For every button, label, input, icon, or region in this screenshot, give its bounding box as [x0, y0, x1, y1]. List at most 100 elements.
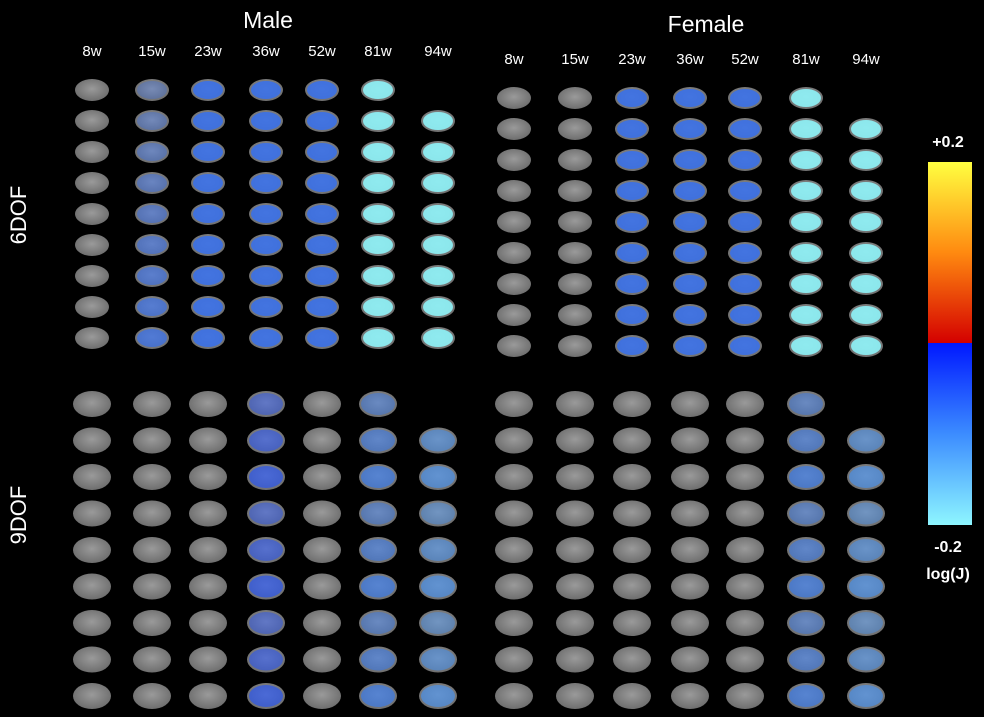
slice [671, 683, 709, 709]
slice [189, 391, 227, 417]
slice [726, 391, 764, 417]
slice [497, 180, 531, 202]
slice [303, 573, 341, 600]
slice [556, 573, 594, 600]
slice-overlay [361, 502, 395, 525]
slice-overlay [193, 143, 223, 161]
slice-overlay [617, 244, 647, 262]
slice-overlay [423, 236, 453, 254]
slice [189, 610, 227, 636]
slice-overlay [730, 120, 760, 138]
week-label: 94w [852, 51, 880, 68]
slice [73, 500, 111, 527]
slice [613, 391, 651, 417]
slice-overlay [730, 89, 760, 107]
slice-overlay [730, 213, 760, 231]
slice-overlay [363, 143, 393, 161]
colorbar-warm [928, 162, 972, 343]
slice-overlay [137, 143, 167, 161]
slice-overlay [363, 236, 393, 254]
slice-overlay [791, 306, 821, 324]
slice [75, 234, 109, 256]
slice-overlay [849, 575, 883, 598]
slice-overlay [791, 275, 821, 293]
slice-overlay [251, 329, 281, 347]
slice-overlay [363, 205, 393, 223]
slice [613, 610, 651, 636]
slice-overlay [851, 244, 881, 262]
slice [189, 500, 227, 527]
slice-overlay [421, 466, 455, 488]
row-label: 6DOF [6, 186, 31, 245]
slice-overlay [307, 81, 337, 99]
slice-overlay [193, 205, 223, 223]
slice [73, 573, 111, 600]
slice [556, 427, 594, 454]
slice [189, 646, 227, 673]
slice [497, 211, 531, 233]
slice-overlay [730, 151, 760, 169]
slice-overlay [363, 267, 393, 285]
slice [73, 464, 111, 490]
slice-overlay [249, 685, 283, 707]
slice [671, 537, 709, 563]
slice [558, 273, 592, 295]
slice [75, 296, 109, 318]
slice-overlay [361, 429, 395, 452]
slice [303, 391, 341, 417]
slice-overlay [791, 182, 821, 200]
slice [726, 427, 764, 454]
slice [495, 683, 533, 709]
slice [558, 118, 592, 140]
slice [671, 391, 709, 417]
slice [133, 464, 171, 490]
slice-overlay [137, 298, 167, 316]
slice-overlay [307, 174, 337, 192]
slice [73, 610, 111, 636]
slice-overlay [361, 685, 395, 707]
slice-overlay [617, 151, 647, 169]
slice-overlay [851, 120, 881, 138]
slice-overlay [617, 182, 647, 200]
slice-overlay [789, 648, 823, 671]
slice-overlay [423, 143, 453, 161]
slice [497, 335, 531, 357]
slice [613, 464, 651, 490]
slice-overlay [791, 120, 821, 138]
slice [189, 573, 227, 600]
slice-overlay [307, 236, 337, 254]
slice [189, 464, 227, 490]
slice [726, 683, 764, 709]
slice [613, 573, 651, 600]
slice-overlay [789, 466, 823, 488]
slice-overlay [193, 81, 223, 99]
slice [75, 172, 109, 194]
week-label: 52w [731, 51, 759, 68]
slice [495, 646, 533, 673]
slice-overlay [675, 213, 705, 231]
slice-overlay [361, 393, 395, 415]
colorbar-label: log(J) [926, 566, 970, 583]
slice [671, 573, 709, 600]
slice [189, 683, 227, 709]
slice-overlay [423, 112, 453, 130]
slice [75, 141, 109, 163]
slice-overlay [617, 275, 647, 293]
slice-overlay [193, 329, 223, 347]
slice [133, 573, 171, 600]
group-title: Male [243, 7, 293, 33]
slice [495, 610, 533, 636]
slice-overlay [307, 205, 337, 223]
slice-overlay [363, 329, 393, 347]
slice [135, 110, 169, 132]
slice-overlay [675, 337, 705, 355]
slice [556, 464, 594, 490]
slice [726, 500, 764, 527]
slice [497, 304, 531, 326]
slice-overlay [421, 648, 455, 671]
slice [671, 464, 709, 490]
slice [73, 683, 111, 709]
slice-overlay [363, 298, 393, 316]
slice [495, 427, 533, 454]
slice-overlay [193, 174, 223, 192]
